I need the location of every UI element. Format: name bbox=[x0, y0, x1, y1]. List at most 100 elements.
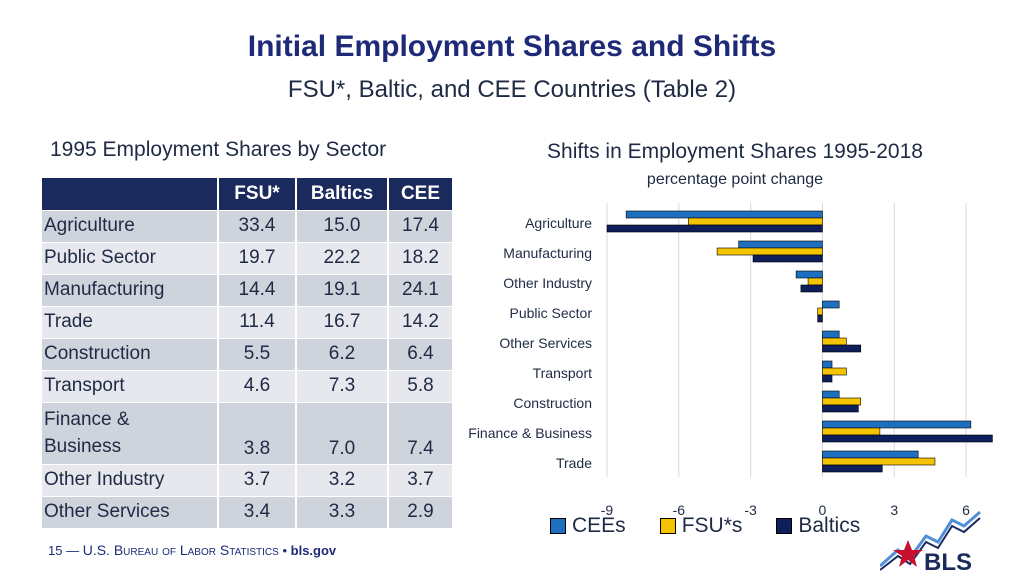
slide-footer: 15 — U.S. Bureau of Labor Statistics • b… bbox=[48, 542, 336, 558]
baltics-cell: 19.1 bbox=[296, 273, 389, 306]
baltics-cell: 22.2 bbox=[296, 241, 389, 274]
category-label: Agriculture bbox=[525, 215, 592, 231]
baltics-cell: 15.0 bbox=[296, 209, 389, 242]
cee-cell: 14.2 bbox=[388, 305, 452, 338]
sector-cell: Construction bbox=[42, 337, 219, 370]
bar-cees-other-industry bbox=[795, 270, 823, 279]
fsu-cell: 3.7 bbox=[218, 463, 297, 496]
fsu-cell: 11.4 bbox=[218, 305, 297, 338]
cee-cell: 24.1 bbox=[388, 273, 452, 306]
category-label: Public Sector bbox=[510, 305, 593, 321]
column-header-sector bbox=[42, 178, 219, 210]
bar-baltics-finance-business bbox=[822, 434, 993, 443]
fsu-cell: 5.5 bbox=[218, 337, 297, 370]
page-subtitle: FSU*, Baltic, and CEE Countries (Table 2… bbox=[287, 76, 737, 103]
category-label: Finance & Business bbox=[468, 425, 592, 441]
cee-cell: 18.2 bbox=[388, 241, 452, 274]
legend-item-cees: CEEs bbox=[550, 514, 626, 538]
bar-baltics-manufacturing bbox=[752, 254, 823, 263]
category-label: Other Industry bbox=[503, 275, 592, 291]
table-row: Trade 11.4 16.7 14.2 bbox=[42, 305, 452, 338]
column-header-fsu: FSU* bbox=[218, 178, 297, 210]
bar-baltics-trade bbox=[822, 464, 883, 473]
sector-cell: Agriculture bbox=[42, 209, 219, 242]
bar-fsus-construction bbox=[822, 397, 862, 406]
bar-fsus-other-industry bbox=[807, 277, 823, 286]
table-row: Transport 4.6 7.3 5.8 bbox=[42, 369, 452, 402]
cee-cell: 7.4 bbox=[388, 401, 452, 464]
bar-cees-other-services bbox=[822, 330, 840, 339]
bar-fsus-agriculture bbox=[688, 217, 823, 226]
x-tick-label: 6 bbox=[962, 502, 970, 515]
legend-swatch-cees bbox=[550, 518, 566, 534]
footer-bullet: • bbox=[282, 543, 288, 558]
legend-label-fsus: FSU*s bbox=[681, 514, 743, 537]
chart-title: Shifts in Employment Shares 1995-2018 bbox=[547, 140, 923, 163]
legend-swatch-baltics bbox=[776, 518, 793, 534]
bar-fsus-other-services bbox=[822, 337, 847, 346]
fsu-cell: 33.4 bbox=[218, 209, 297, 242]
sector-cell: Trade bbox=[42, 305, 219, 338]
page-number: 15 bbox=[48, 543, 63, 558]
employment-shares-table: FSU* Baltics CEE Agriculture 33.4 15.0 1… bbox=[42, 178, 452, 528]
sector-cell: Manufacturing bbox=[42, 273, 219, 306]
bar-cees-public-sector bbox=[822, 300, 840, 309]
bar-baltics-transport bbox=[822, 374, 833, 383]
sector-cell: Other Services bbox=[42, 495, 219, 528]
category-label: Manufacturing bbox=[503, 245, 592, 261]
table-row: Public Sector 19.7 22.2 18.2 bbox=[42, 241, 452, 274]
bar-cees-construction bbox=[822, 390, 840, 399]
baltics-cell: 16.7 bbox=[296, 305, 389, 338]
table-row: Finance & Business 3.8 7.0 7.4 bbox=[42, 401, 452, 464]
bar-baltics-public-sector bbox=[817, 314, 823, 323]
bls-logo-icon: BLS bbox=[880, 510, 981, 572]
category-label: Other Services bbox=[499, 335, 592, 351]
fsu-cell: 19.7 bbox=[218, 241, 297, 274]
baltics-cell: 3.3 bbox=[296, 495, 389, 528]
sector-cell: Finance & Business bbox=[42, 401, 219, 464]
legend-item-fsus: FSU*s bbox=[659, 514, 743, 538]
chart-legend: CEEs FSU*s Baltics bbox=[550, 514, 894, 538]
bar-baltics-construction bbox=[822, 404, 859, 413]
bar-baltics-agriculture bbox=[606, 224, 823, 233]
table-row: Agriculture 33.4 15.0 17.4 bbox=[42, 209, 452, 242]
bar-cees-trade bbox=[822, 450, 919, 459]
cee-cell: 5.8 bbox=[388, 369, 452, 402]
bar-fsus-trade bbox=[822, 457, 936, 466]
bar-cees-agriculture bbox=[625, 210, 823, 219]
chart-subtitle: percentage point change bbox=[646, 171, 824, 188]
table-header-row: FSU* Baltics CEE bbox=[42, 178, 452, 210]
fsu-cell: 3.8 bbox=[218, 401, 297, 464]
bar-fsus-transport bbox=[822, 367, 847, 376]
bar-cees-manufacturing bbox=[738, 240, 823, 249]
x-tick-label: 3 bbox=[890, 502, 898, 515]
baltics-cell: 7.3 bbox=[296, 369, 389, 402]
footer-dash: — bbox=[66, 543, 80, 558]
column-header-baltics: Baltics bbox=[296, 178, 389, 210]
x-tick-label: -9 bbox=[601, 502, 614, 515]
sector-cell: Public Sector bbox=[42, 241, 219, 274]
category-label: Trade bbox=[556, 455, 592, 471]
cee-cell: 6.4 bbox=[388, 337, 452, 370]
bar-cees-finance-business bbox=[822, 420, 972, 429]
baltics-cell: 3.2 bbox=[296, 463, 389, 496]
page-title: Initial Employment Shares and Shifts bbox=[247, 30, 777, 63]
cee-cell: 2.9 bbox=[388, 495, 452, 528]
bar-baltics-other-services bbox=[822, 344, 862, 353]
x-tick-label: -6 bbox=[673, 502, 686, 515]
table-row: Other Industry 3.7 3.2 3.7 bbox=[42, 463, 452, 496]
bar-fsus-public-sector bbox=[817, 307, 823, 316]
table-row: Construction 5.5 6.2 6.4 bbox=[42, 337, 452, 370]
bar-fsus-manufacturing bbox=[716, 247, 823, 256]
table-row: Manufacturing 14.4 19.1 24.1 bbox=[42, 273, 452, 306]
fsu-cell: 4.6 bbox=[218, 369, 297, 402]
bar-cees-transport bbox=[822, 360, 833, 369]
footer-org: U.S. Bureau of Labor Statistics bbox=[82, 542, 279, 558]
category-label: Transport bbox=[533, 365, 593, 381]
bar-baltics-other-industry bbox=[800, 284, 823, 293]
table-heading: 1995 Employment Shares by Sector bbox=[50, 138, 387, 161]
footer-site: bls.gov bbox=[290, 543, 337, 558]
table-row: Other Services 3.4 3.3 2.9 bbox=[42, 495, 452, 528]
employment-shift-chart: Agriculture Manufacturing Other Industry Pu… bbox=[468, 203, 993, 515]
fsu-cell: 3.4 bbox=[218, 495, 297, 528]
